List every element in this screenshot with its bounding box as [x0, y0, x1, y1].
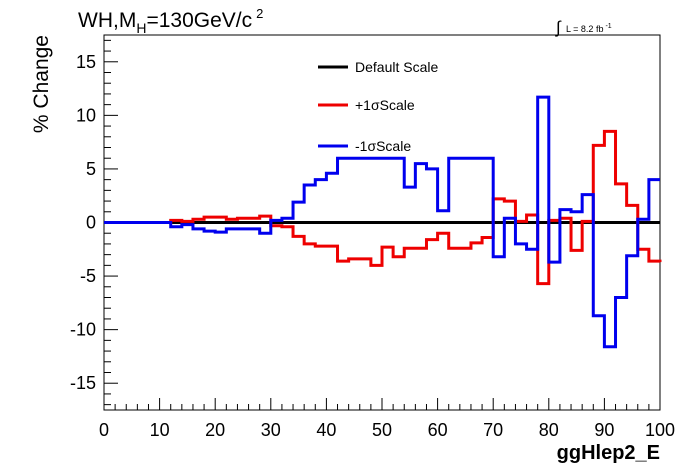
- y-tick-label: -5: [80, 266, 96, 286]
- x-tick-label: 60: [428, 420, 448, 440]
- x-tick-label: 20: [205, 420, 225, 440]
- y-tick-labels: -15 -10 -5 0 5 10 15: [70, 52, 96, 393]
- x-tick-labels: 0 10 20 30 40 50 60 70 80 90 100: [99, 420, 675, 440]
- x-tick-label: 0: [99, 420, 109, 440]
- legend: Default Scale +1σScale -1σScale: [318, 59, 438, 154]
- lumi-label: L = 8.2 fb -1: [566, 23, 612, 34]
- y-tick-label: 5: [86, 159, 96, 179]
- lumi-integral-symbol: ∫: [555, 18, 562, 37]
- y-tick-label: 0: [86, 213, 96, 233]
- y-tick-label: -15: [70, 373, 96, 393]
- series-group: [104, 95, 662, 349]
- axis-ticks: [103, 39, 661, 410]
- y-tick-label: 10: [76, 105, 96, 125]
- series-2-line: [104, 95, 660, 349]
- legend-label-plus: +1σScale: [355, 97, 415, 113]
- x-tick-label: 80: [539, 420, 559, 440]
- y-tick-label: 15: [76, 52, 96, 72]
- y-axis-title: % Change: [30, 35, 53, 133]
- x-tick-label: 90: [594, 420, 614, 440]
- legend-label-default: Default Scale: [355, 59, 438, 75]
- x-tick-label: 70: [483, 420, 503, 440]
- series-1-line: [104, 129, 662, 286]
- legend-label-minus: -1σScale: [355, 138, 411, 154]
- x-tick-label: 30: [261, 420, 281, 440]
- chart-title: WH,MH=130GeV/c 2: [78, 6, 263, 36]
- x-tick-label: 10: [150, 420, 170, 440]
- x-tick-label: 40: [316, 420, 336, 440]
- x-tick-label: 100: [645, 420, 675, 440]
- x-tick-label: 50: [372, 420, 392, 440]
- y-tick-label: -10: [70, 320, 96, 340]
- x-axis-title: ggHlep2_E: [557, 442, 660, 464]
